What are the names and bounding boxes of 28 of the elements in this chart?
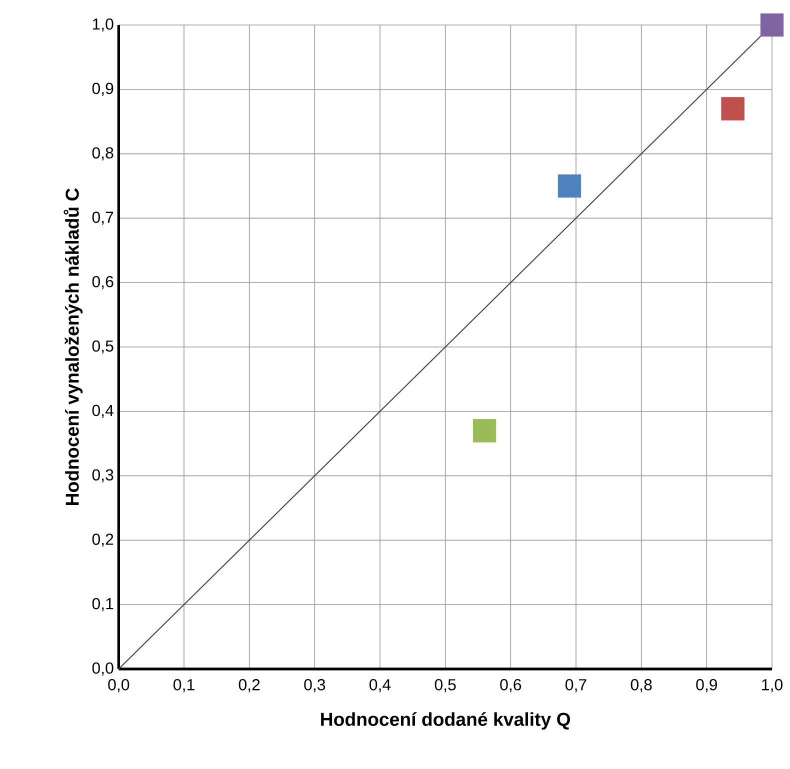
x-tick-label: 1,0 [762, 679, 783, 692]
x-tick-label: 0,0 [108, 679, 130, 692]
point [721, 97, 744, 120]
point [558, 174, 582, 198]
x-tick-label: 0,6 [500, 679, 522, 692]
y-tick-label: 0,2 [92, 534, 114, 547]
x-tick-label: 0,1 [174, 679, 194, 692]
y-tick-label: 0,5 [92, 340, 114, 354]
point [472, 419, 496, 442]
y-tick-label: 0,4 [92, 404, 114, 418]
x-tick-label: 0,2 [238, 679, 260, 692]
x-tick-label: 0,7 [566, 679, 586, 692]
y-tick-label: 1,0 [92, 18, 114, 32]
y-axis-title: Hodnocení vynaložených nákladů C [64, 188, 83, 505]
y-tick-label: 0,0 [92, 662, 114, 676]
y-tick-label: 0,9 [92, 82, 114, 96]
x-tick-label: 0,3 [304, 679, 326, 692]
y-tick-label: 0,8 [92, 147, 114, 160]
y-tick-label: 0,1 [92, 598, 114, 612]
x-tick-label: 0,9 [696, 679, 718, 692]
y-tick-label: 0,7 [92, 212, 114, 225]
x-tick-label: 0,4 [370, 679, 391, 692]
x-axis-title: Hodnocení dodané kvality Q [321, 712, 570, 730]
x-tick-label: 0,5 [434, 679, 456, 692]
y-tick-label: 0,3 [92, 469, 114, 482]
x-tick-label: 0,8 [630, 679, 652, 692]
point [760, 13, 784, 37]
y-tick-label: 0,6 [92, 276, 114, 290]
